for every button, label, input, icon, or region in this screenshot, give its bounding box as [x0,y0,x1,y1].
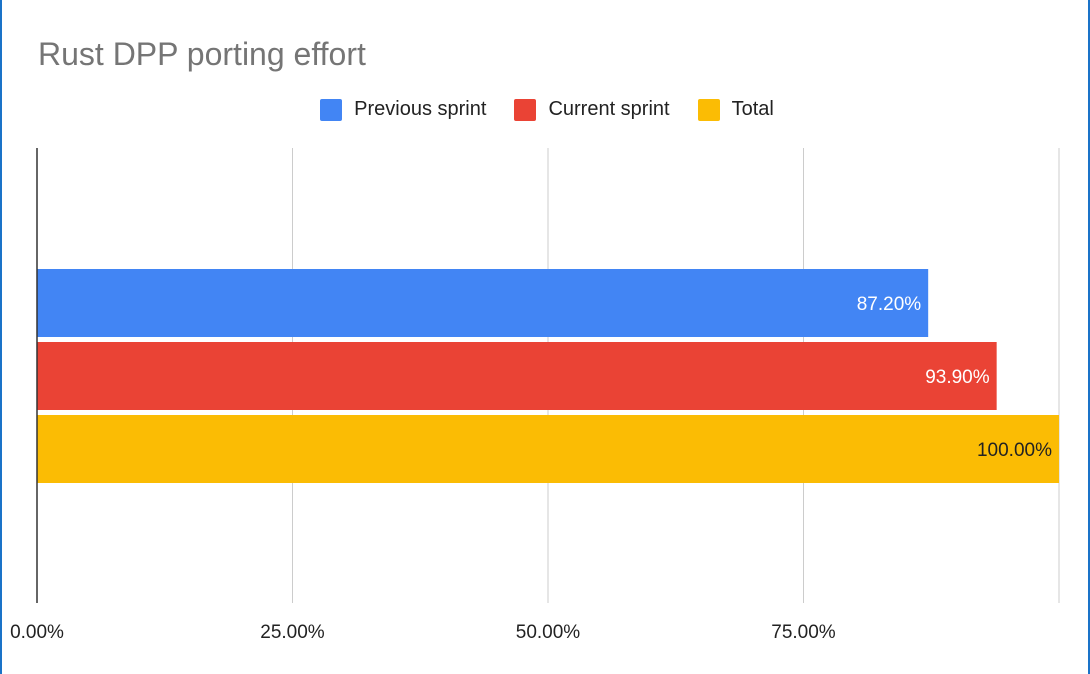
legend-swatch-total [697,98,720,121]
legend: Previous sprint Current sprint Total [2,98,1088,121]
bar-previous-sprint [37,269,929,337]
legend-item-current-sprint: Current sprint [514,98,670,121]
x-tick-label-2: 50.00% [516,622,581,643]
legend-swatch-previous-sprint [320,98,343,121]
legend-item-previous-sprint: Previous sprint [320,98,486,121]
legend-item-total: Total [697,98,774,121]
x-tick-label-1: 25.00% [260,622,325,643]
legend-label-current-sprint: Current sprint [548,98,670,120]
bar-current-sprint [37,342,997,410]
bar-total [37,415,1059,483]
legend-label-total: Total [731,98,774,120]
data-label-current-sprint: 93.90% [925,367,990,388]
data-label-previous-sprint: 87.20% [857,294,922,315]
chart-title: Rust DPP porting effort [38,36,366,72]
data-label-total: 100.00% [977,440,1052,461]
x-tick-label-0: 0.00% [10,622,64,643]
legend-label-previous-sprint: Previous sprint [354,98,487,120]
legend-swatch-current-sprint [514,98,537,121]
x-tick-label-3: 75.00% [771,622,836,643]
